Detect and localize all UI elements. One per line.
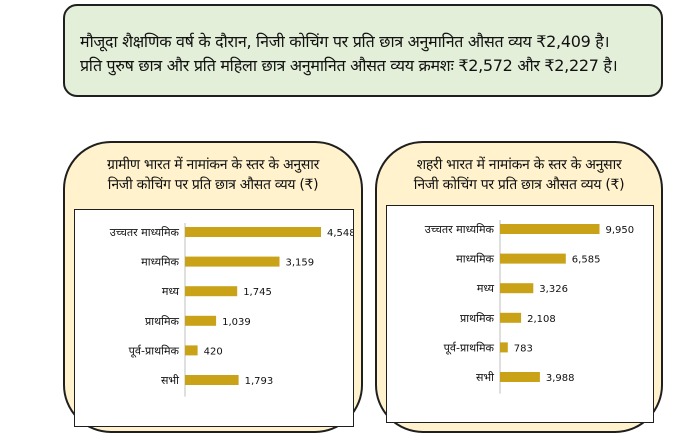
urban-chart-title-line-2: निजी कोचिंग पर प्रति छात्र औसत व्यय (₹) — [413, 177, 625, 193]
rural-plot-area: उच्चतर माध्यमिक 4,548 माध्यमिक 3,159 मध्य 1,7… — [74, 209, 354, 427]
rural-bar-chart: उच्चतर माध्यमिक 4,548 माध्यमिक 3,159 मध्य 1,7… — [110, 223, 353, 397]
rural-bar — [185, 375, 239, 385]
rural-bar — [185, 315, 217, 326]
summary-line-1: मौजूदा शैक्षणिक वर्ष के दौरान, निजी कोचि… — [80, 32, 610, 51]
urban-chart-title: शहरी भारत में नामांकन के स्तर के अनुसार … — [377, 155, 661, 195]
rural-category-label: उच्चतर माध्यमिक — [110, 226, 180, 239]
urban-category-label: माध्यमिक — [456, 253, 494, 266]
rural-bar — [185, 227, 321, 237]
urban-value-label: 3,988 — [546, 373, 575, 384]
rural-chart-panel: ग्रामीण भारत में नामांकन के स्तर के अनुस… — [63, 141, 363, 433]
rural-chart-title-line-2: निजी कोचिंग पर प्रति छात्र औसत व्यय (₹) — [107, 177, 319, 193]
rural-chart-title-line-1: ग्रामीण भारत में नामांकन के स्तर के अनुस… — [106, 157, 320, 173]
urban-value-label: 9,950 — [606, 225, 635, 236]
urban-value-label: 3,326 — [539, 284, 568, 295]
rural-chart-title: ग्रामीण भारत में नामांकन के स्तर के अनुस… — [65, 155, 361, 195]
rural-category-label: मध्य — [162, 285, 180, 298]
rural-value-label: 1,745 — [243, 287, 272, 298]
urban-category-label: पूर्व-प्राथमिक — [444, 341, 495, 355]
rural-category-label: प्राथमिक — [145, 315, 180, 328]
summary-box: मौजूदा शैक्षणिक वर्ष के दौरान, निजी कोचि… — [63, 4, 663, 97]
rural-category-label: पूर्व-प्राथमिक — [129, 344, 180, 358]
rural-category-label: सभी — [161, 374, 179, 387]
urban-plot-area: उच्चतर माध्यमिक 9,950 माध्यमिक 6,585 मध्य 3,3… — [386, 205, 654, 423]
urban-bar — [500, 372, 540, 382]
urban-chart-panel: शहरी भारत में नामांकन के स्तर के अनुसार … — [375, 141, 663, 433]
rural-value-label: 1,039 — [222, 317, 251, 328]
urban-bar — [500, 342, 508, 353]
rural-value-label: 3,159 — [286, 258, 315, 269]
urban-value-label: 6,585 — [572, 255, 601, 266]
urban-category-label: प्राथमिक — [460, 312, 495, 325]
rural-bar — [185, 286, 238, 297]
urban-bar — [500, 253, 566, 264]
summary-line-2: प्रति पुरुष छात्र और प्रति महिला छात्र अ… — [80, 56, 618, 75]
urban-bar-chart: उच्चतर माध्यमिक 9,950 माध्यमिक 6,585 मध्य 3,3… — [425, 220, 635, 394]
urban-category-label: उच्चतर माध्यमिक — [425, 223, 495, 236]
urban-category-label: मध्य — [477, 282, 495, 295]
rural-category-label: माध्यमिक — [141, 256, 179, 269]
urban-chart-title-line-1: शहरी भारत में नामांकन के स्तर के अनुसार — [416, 157, 622, 173]
urban-value-label: 2,108 — [527, 314, 556, 325]
rural-value-label: 420 — [204, 346, 223, 357]
urban-bar — [500, 224, 600, 234]
urban-bar — [500, 312, 522, 323]
rural-bar — [185, 345, 198, 356]
urban-bar — [500, 283, 534, 294]
urban-value-label: 783 — [514, 343, 533, 354]
rural-bar — [185, 256, 280, 267]
rural-value-label: 4,548 — [327, 228, 353, 239]
urban-category-label: सभी — [476, 371, 494, 384]
rural-value-label: 1,793 — [245, 376, 274, 387]
